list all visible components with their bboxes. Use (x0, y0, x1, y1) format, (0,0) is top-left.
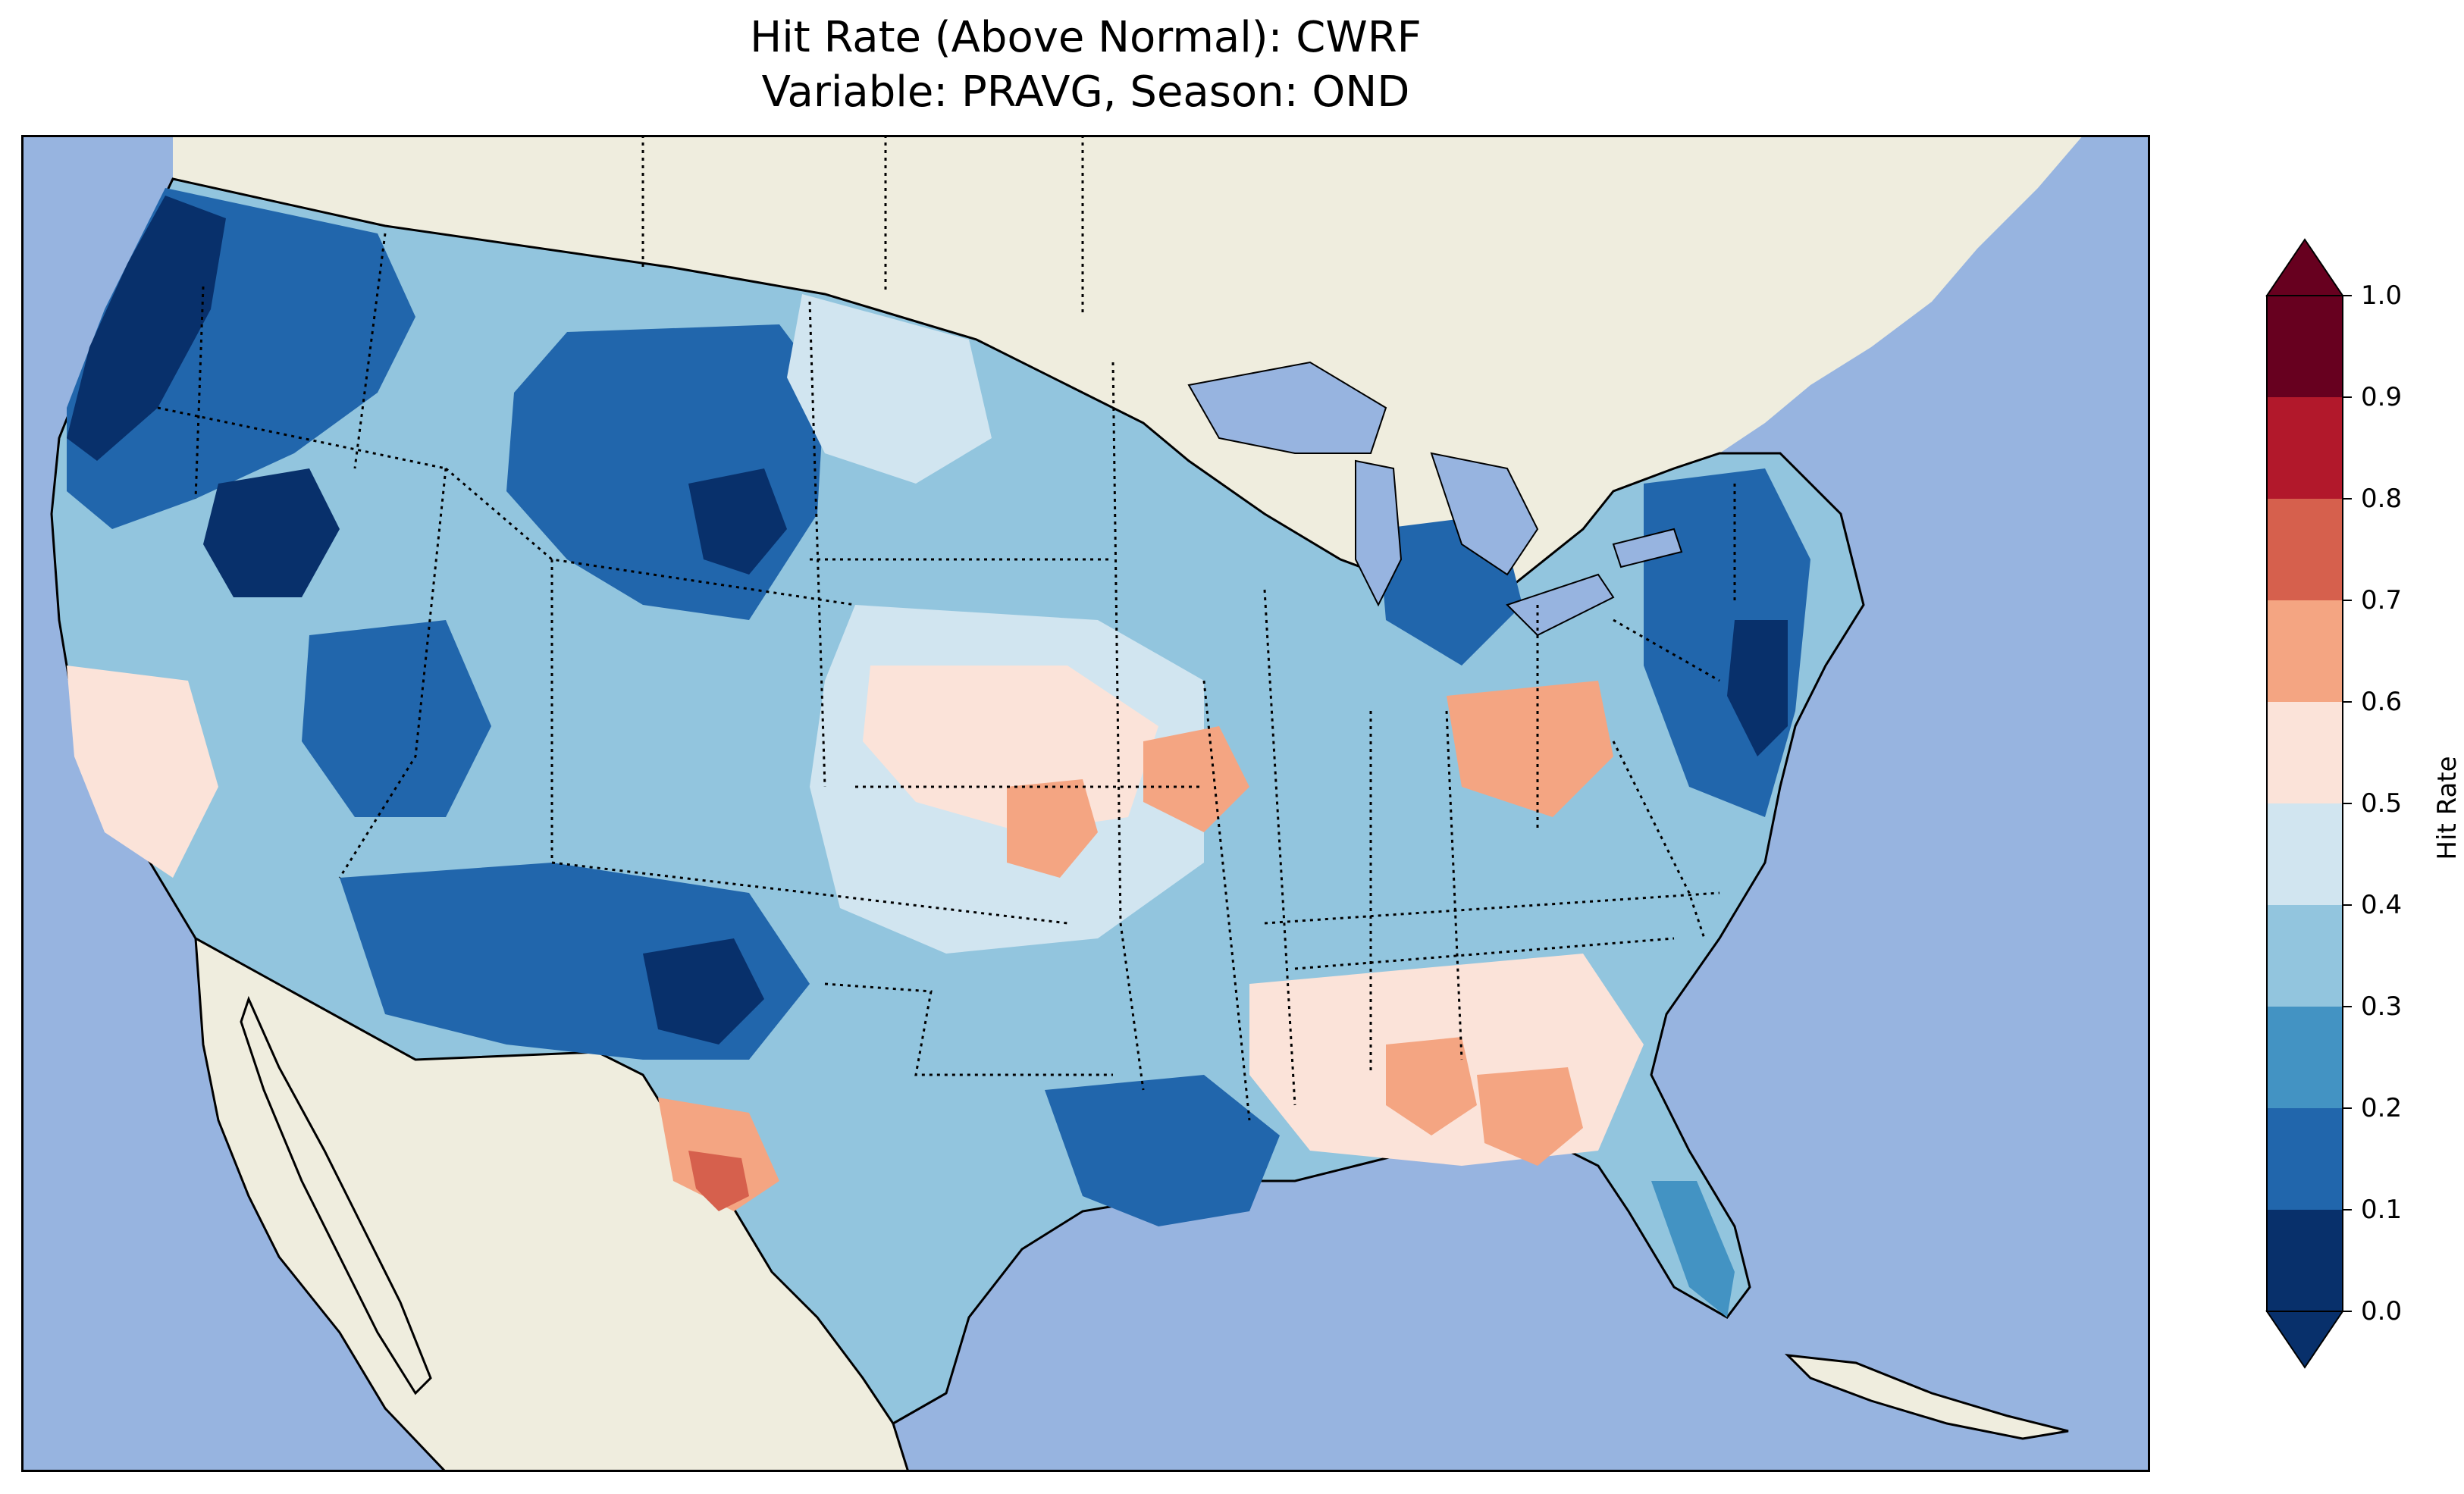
colorbar-bin (2267, 600, 2343, 702)
colorbar-tick-label: 1.0 (2361, 280, 2403, 311)
land-cuba (1788, 1355, 2068, 1439)
colorbar-tick-label: 0.2 (2361, 1093, 2403, 1123)
land-mexico (196, 938, 908, 1472)
colorbar-bin (2267, 397, 2343, 499)
colorbar-tick-label: 0.4 (2361, 890, 2403, 920)
region-red-tx (688, 1151, 749, 1211)
region-pale-ca (67, 666, 218, 878)
colorbar-tick-label: 0.9 (2361, 382, 2403, 412)
colorbar (2265, 238, 2352, 1369)
region-light-nd (787, 294, 992, 484)
lake-superior (1187, 361, 1387, 454)
colorbar-ticks (2343, 295, 2352, 1312)
region-darkest-or (203, 468, 340, 597)
colorbar-tick-label: 0.6 (2361, 687, 2403, 717)
region-dark-florida (1651, 1181, 1735, 1317)
colorbar-bin (2267, 296, 2343, 397)
region-darkest-nm (643, 938, 764, 1045)
colorbar-extend-over (2265, 238, 2344, 296)
colorbar-bin (2267, 499, 2343, 600)
region-orange-ks (1007, 779, 1098, 878)
coast-gulf-mexico (892, 1392, 947, 1472)
colorbar-bin (2267, 1007, 2343, 1108)
colorbar-label: Hit Rate (2432, 756, 2462, 860)
colorbar-bin (2267, 1108, 2343, 1210)
conus-field (50, 177, 1865, 1425)
region-orange-ga (1386, 1037, 1477, 1135)
region-darkest-nw (67, 196, 226, 461)
lake-michigan (1355, 459, 1403, 607)
coast-mexico (194, 938, 447, 1472)
colorbar-tick-label: 0.1 (2361, 1195, 2403, 1225)
colorbar-extend-under (2265, 1311, 2344, 1369)
colorbar-bins (2267, 296, 2343, 1311)
state-borders (157, 135, 1736, 1121)
colorbar-tick-label: 0.5 (2361, 788, 2403, 819)
title-line-2: Variable: PRAVG, Season: OND (761, 67, 1410, 117)
coast-cuba (1784, 1354, 2069, 1440)
region-orange-oh (1447, 681, 1613, 817)
colorbar-tick-label: 0.8 (2361, 484, 2403, 514)
colorbar-tick-label: 0.7 (2361, 585, 2403, 615)
great-lakes (1187, 361, 1683, 637)
map-panel[interactable] (21, 135, 2150, 1472)
region-darkest-wy (688, 468, 787, 575)
map-canvas (50, 135, 2083, 1472)
lake-erie (1506, 573, 1615, 637)
colorbar-tick-label: 0.0 (2361, 1296, 2403, 1326)
colorbar-tick-label: 0.3 (2361, 991, 2403, 1022)
coast-baja (240, 995, 432, 1395)
title-line-1: Hit Rate (Above Normal): CWRF (750, 13, 1422, 62)
land-canada (173, 135, 2083, 597)
colorbar-bin (2267, 905, 2343, 1007)
region-dark-nevada (302, 620, 491, 817)
colorbar-bin (2267, 803, 2343, 905)
region-dark-gulf (1045, 1075, 1280, 1226)
region-orange-mo (1143, 726, 1249, 832)
region-darkest-md (1727, 620, 1788, 756)
colorbar-bin (2267, 1210, 2343, 1311)
region-orange-al (1477, 1067, 1583, 1166)
region-orange-tx (658, 1098, 779, 1211)
lake-ontario (1612, 528, 1683, 568)
colorbar-bin (2267, 702, 2343, 803)
lake-huron (1430, 452, 1539, 576)
land-baja (241, 999, 431, 1393)
